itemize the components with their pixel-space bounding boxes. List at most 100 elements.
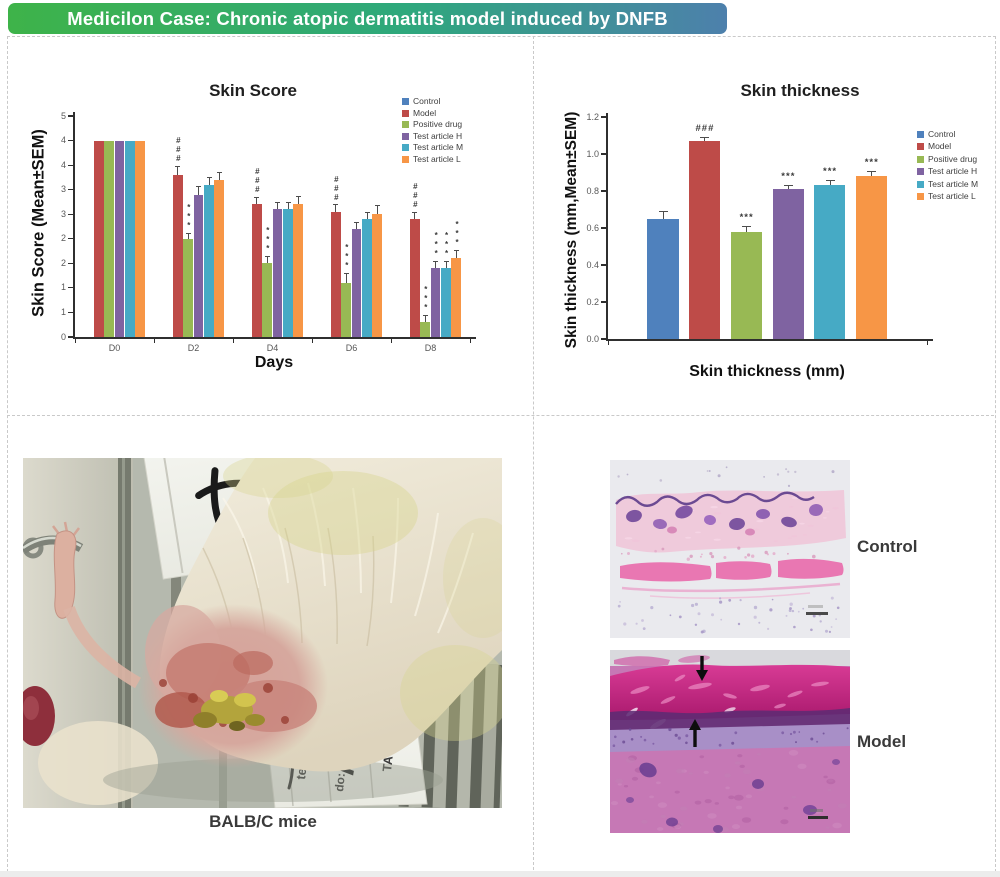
legend-swatch-icon	[917, 168, 924, 176]
bar-positive-drug-d0	[104, 140, 114, 337]
legend-swatch-icon	[402, 132, 409, 140]
legend-label: Positive drug	[413, 119, 463, 129]
legend-swatch-icon	[917, 192, 924, 200]
error-bar	[256, 197, 258, 205]
significance-marker: ***	[431, 231, 441, 259]
error-bar-cap	[285, 201, 291, 203]
error-bar	[414, 211, 416, 220]
error-bar-cap	[217, 172, 222, 174]
y-tick-label: 1	[60, 306, 66, 317]
title-banner: Medicilon Case: Chronic atopic dermatiti…	[8, 3, 727, 34]
control-follicles	[626, 503, 823, 536]
error-bar-cap	[175, 166, 181, 168]
legend-swatch-icon	[917, 155, 924, 163]
bar-test-article-h-0	[772, 189, 804, 339]
bar-model-0	[689, 141, 721, 339]
y-tick-mark	[601, 338, 606, 340]
model-dark-blobs	[626, 759, 840, 833]
bar-test-article-m-0	[814, 185, 846, 339]
error-bar-cap	[454, 249, 459, 251]
significance-marker: ***	[452, 219, 462, 247]
bar-model-d2	[172, 174, 183, 337]
legend-swatch-icon	[402, 155, 409, 163]
error-bar	[356, 221, 358, 229]
error-bar-cap	[254, 197, 260, 199]
error-bar	[787, 185, 789, 190]
error-bar	[219, 172, 220, 180]
error-bar	[335, 204, 337, 212]
legend-label: Test article H	[928, 166, 978, 177]
x-tick-mark	[312, 339, 314, 343]
significance-marker: ***	[781, 171, 796, 183]
bar-positive-drug-0	[730, 231, 762, 339]
error-bar	[187, 232, 189, 239]
error-bar	[829, 179, 831, 186]
y-axis-line	[606, 113, 608, 341]
y-tick-label: 0.0	[586, 333, 599, 344]
error-bar	[345, 273, 347, 283]
significance-marker: ***	[342, 243, 352, 271]
error-bar-cap	[196, 185, 202, 187]
histology-model-image	[610, 650, 850, 833]
legend-label: Positive drug	[928, 153, 978, 164]
error-bar-cap	[783, 185, 793, 187]
error-bar	[662, 211, 664, 219]
legend-swatch-icon	[917, 180, 924, 188]
significance-marker: ***	[823, 165, 838, 177]
legend-label: Test article M	[928, 178, 979, 189]
control-bottom-speckles	[617, 596, 840, 634]
bar-positive-drug-d4	[262, 263, 272, 337]
error-bar	[435, 260, 437, 269]
legend-label: Model	[928, 141, 952, 152]
legend-label: Model	[413, 107, 437, 118]
x-tick-mark	[75, 339, 77, 343]
mouse-haunch	[38, 721, 158, 805]
bar-positive-drug-d6	[341, 282, 351, 337]
error-bar-cap	[343, 273, 349, 275]
x-category-label: D4	[266, 343, 279, 353]
he-stain-control	[610, 460, 850, 638]
error-bar	[424, 314, 426, 323]
x-axis-label: Days	[254, 354, 294, 371]
legend-label: Test article M	[413, 142, 464, 152]
bar-test-article-m-d4	[282, 209, 293, 337]
x-category-label: D8	[424, 343, 437, 353]
x-category-label: D6	[345, 343, 358, 353]
legend-label: Test article L	[928, 190, 976, 201]
mouse-shadow	[103, 758, 443, 802]
legend-swatch-icon	[917, 131, 924, 138]
mouse-photo: te: Pe do: TA dose:	[15, 361, 523, 811]
model-epidermis	[610, 664, 850, 720]
bar-test-article-m-d0	[124, 140, 135, 337]
y-tick-label: 0	[60, 331, 66, 342]
bar-positive-drug-d8	[420, 322, 430, 337]
legend-label: Control	[413, 96, 441, 106]
significance-marker: ###	[173, 136, 183, 164]
y-tick-mark	[68, 213, 73, 215]
error-bar-cap	[433, 260, 439, 262]
error-bar-cap	[658, 211, 668, 213]
error-bar-cap	[206, 177, 212, 179]
bar-control-0	[647, 218, 679, 339]
y-tick-mark	[601, 153, 606, 155]
legend-item-control: Control	[402, 97, 463, 106]
error-bar-cap	[364, 211, 370, 213]
card-field-do: do:	[332, 772, 348, 792]
x-tick-mark	[233, 339, 235, 343]
chart-title: Skin Score	[209, 81, 297, 100]
skin-score-chart: Skin Score Skin Score (Mean±SEM) Days 0 1 1 2 2…	[7, 37, 533, 415]
legend-item-model: Model	[402, 107, 463, 118]
legend-item-model: Model	[917, 142, 978, 151]
y-tick-mark	[68, 115, 73, 117]
bar-test-article-m-d8	[440, 268, 451, 337]
error-bar-cap	[443, 260, 449, 262]
error-bar-cap	[375, 205, 380, 207]
legend-item-test-article-m: Test article M	[917, 178, 979, 189]
legend-item-positive-drug: Positive drug	[402, 120, 463, 129]
y-tick-label: 5	[60, 110, 66, 121]
down-arrow-icon	[696, 656, 708, 681]
y-tick-mark	[601, 301, 606, 303]
y-tick-mark	[601, 227, 606, 229]
y-tick-mark	[68, 336, 73, 338]
